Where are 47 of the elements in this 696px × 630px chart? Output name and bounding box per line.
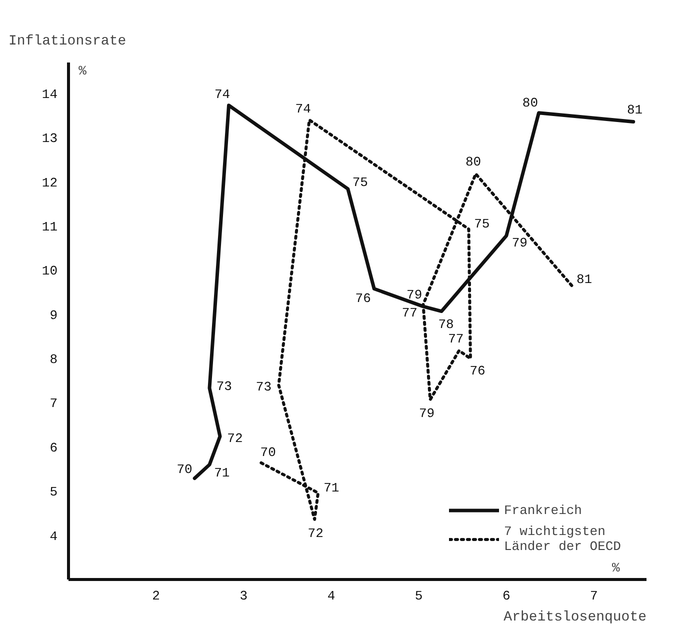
annotation: 79 (418, 406, 435, 421)
y-tick-label: 12 (42, 175, 58, 190)
y-tick-label: 14 (42, 86, 58, 102)
annotation: 77 (402, 306, 418, 320)
y-tick-label: 6 (50, 440, 58, 456)
y-tick-label: 11 (42, 219, 58, 234)
y-tick-label: 7 (50, 396, 58, 412)
annotation: 73 (216, 378, 232, 394)
annotation: 77 (448, 331, 464, 346)
x-tick-label: 7 (590, 588, 598, 604)
annotation: 75 (352, 174, 368, 190)
annotation: 71 (324, 480, 340, 496)
x-axis-title: Arbeitslosenquote (504, 610, 647, 626)
annotation: 72 (227, 430, 243, 446)
y-tick-label: 13 (42, 131, 58, 146)
legend-label: Frankreich (504, 502, 582, 518)
annotation: 74 (295, 102, 312, 117)
annotation: 75 (474, 216, 490, 232)
annotation: 76 (355, 291, 371, 306)
x-tick-label: 5 (414, 588, 423, 604)
y-tick-label: 9 (50, 308, 58, 323)
x-tick-label: 6 (502, 588, 510, 604)
x-tick-label: 3 (240, 588, 248, 604)
y-tick-label: 10 (42, 264, 58, 279)
annotation: 74 (214, 87, 230, 102)
annotation: 73 (256, 380, 272, 395)
annotation: 81 (576, 272, 592, 287)
y-tick-label: 5 (50, 484, 58, 500)
annotation: 71 (214, 465, 230, 480)
annotation: 80 (465, 154, 482, 170)
annotation: 79 (406, 288, 422, 303)
annotation: % (78, 64, 87, 78)
annotation: 80 (522, 96, 538, 111)
annotation: 70 (260, 444, 276, 460)
y-tick-label: 8 (50, 352, 58, 368)
y-tick-label: 4 (50, 528, 58, 544)
annotation: 81 (626, 102, 643, 118)
x-tick-label: 4 (327, 588, 336, 604)
x-tick-label: 2 (152, 588, 160, 604)
legend-label: 7 wichtigsten Länder der OECD (504, 524, 621, 554)
annotation: 76 (470, 364, 486, 379)
annotation: 78 (438, 317, 454, 332)
annotation: 70 (176, 462, 192, 478)
y-axis-title: Inflationsrate (8, 34, 126, 50)
annotation: % (612, 560, 620, 576)
annotation: 79 (512, 235, 528, 250)
annotation: 72 (308, 526, 324, 541)
